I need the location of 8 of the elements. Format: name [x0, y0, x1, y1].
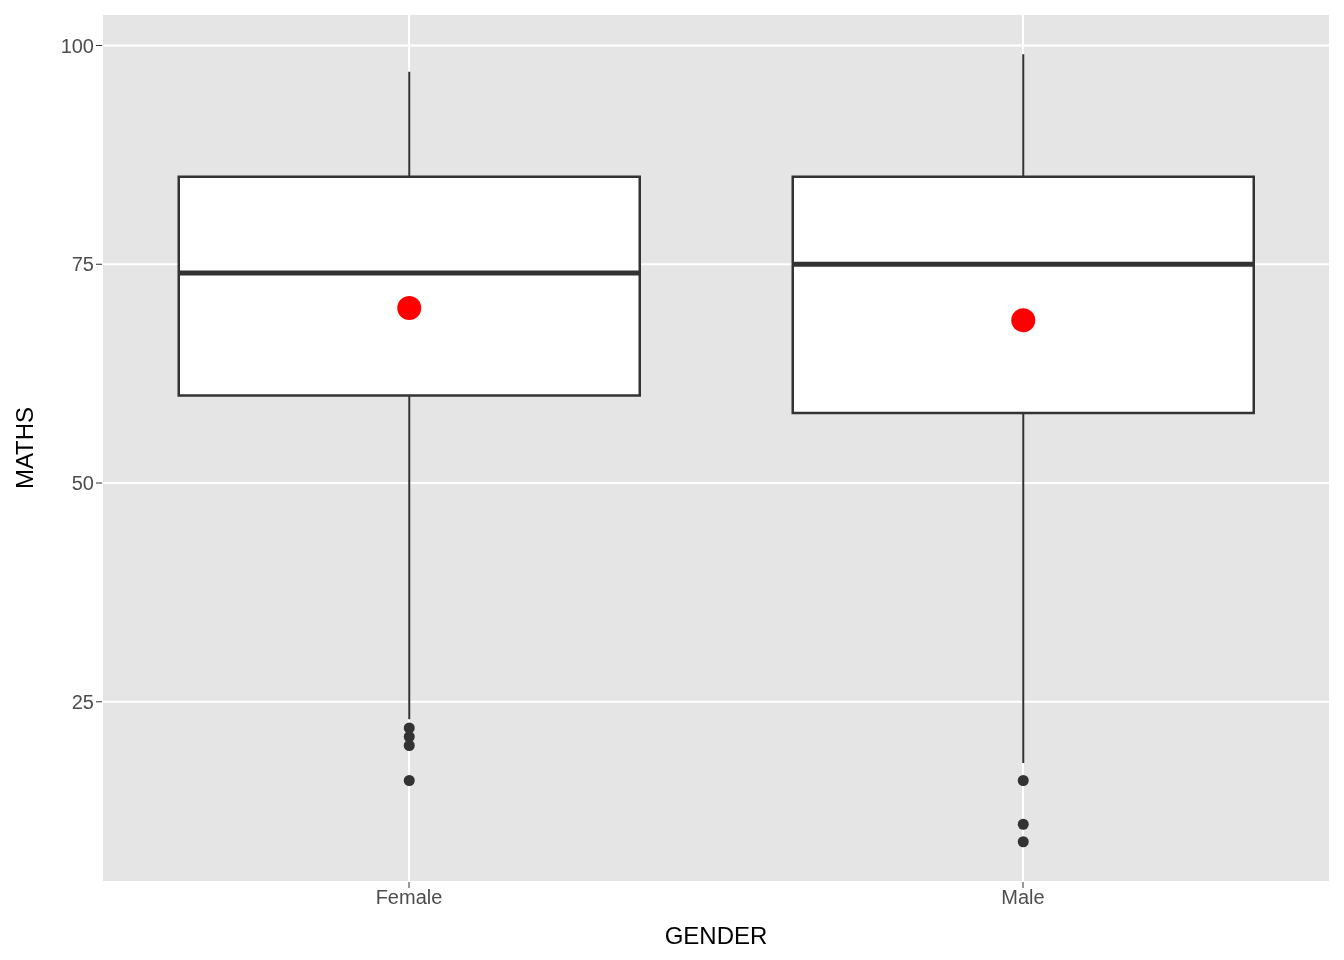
y-tick-label: 75: [71, 253, 94, 276]
y-tick-label: 100: [60, 34, 94, 57]
y-axis-title: MATHS: [10, 406, 38, 490]
x-tick-label: Male: [1001, 886, 1045, 909]
x-tick-label: Female: [375, 886, 443, 909]
x-axis-title: GENDER: [664, 922, 768, 949]
y-tick-label: 50: [71, 472, 94, 495]
y-tick-label: 25: [71, 690, 94, 713]
